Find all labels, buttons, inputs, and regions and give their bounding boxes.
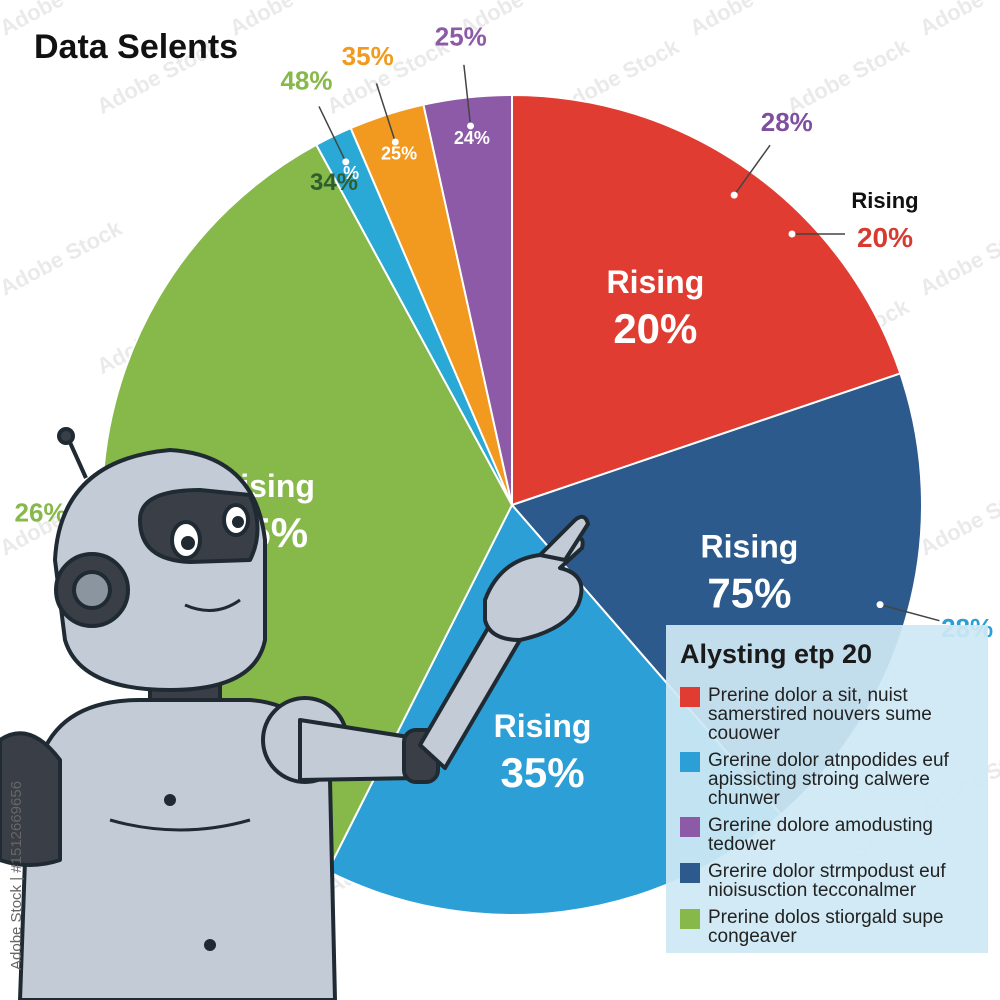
- legend-item: Grerine dolor atnpodides euf apissicting…: [680, 751, 978, 808]
- slice-inner-value: 25%: [381, 144, 417, 164]
- slice-inner-value: 20%: [613, 305, 697, 352]
- slice-labels: Rising20%28%Rising75%28%Rising35%Rising4…: [15, 21, 994, 796]
- extra-annotation: 34%: [310, 169, 358, 196]
- leader-line: [463, 64, 472, 127]
- leader-dot: [730, 191, 738, 199]
- legend-text: Prerine dolos stiorgald supe congeaver: [708, 907, 944, 947]
- watermark-text: Adobe Stock: [915, 475, 1000, 561]
- slice-outer-label: 28%: [761, 107, 813, 137]
- legend-text: Prerine dolor a sit, nuist samerstired n…: [708, 685, 932, 744]
- slice-inner-value: 75%: [707, 569, 791, 616]
- leader-dot: [467, 122, 475, 130]
- legend-text: Grerire dolor strmpodust euf nioisusctio…: [708, 861, 946, 901]
- leader-dot: [876, 601, 884, 609]
- slice-outer-label: 25%: [435, 21, 487, 51]
- slice-inner-label: Rising: [494, 708, 592, 744]
- leader-line: [733, 144, 771, 196]
- leader-dot: [788, 230, 796, 238]
- watermark-text: Adobe Stock: [0, 215, 127, 301]
- slice-inner-label: Rising: [701, 528, 799, 564]
- leader-line: [375, 83, 397, 143]
- legend-swatch: [680, 909, 700, 929]
- legend-item: Grerine dolore amodusting tedower: [680, 816, 978, 854]
- slice-outer-label: 26%: [15, 497, 67, 527]
- leader-dot: [391, 138, 399, 146]
- extra-annotation: Rising: [851, 188, 918, 213]
- legend-item: Prerine dolor a sit, nuist samerstired n…: [680, 686, 978, 743]
- legend-item: Grerire dolor strmpodust euf nioisusctio…: [680, 862, 978, 900]
- legend-swatch: [680, 817, 700, 837]
- watermark-text: Adobe Stock: [225, 0, 356, 41]
- slice-inner-value: 35%: [500, 749, 584, 796]
- legend-swatch: [680, 863, 700, 883]
- watermark-side-text: Adobe Stock | #1512669656: [8, 780, 25, 970]
- leader-line: [318, 106, 347, 163]
- slice-outer-label: 48%: [280, 66, 332, 96]
- chart-title: Data Selents: [34, 28, 239, 66]
- legend-list: Prerine dolor a sit, nuist samerstired n…: [680, 686, 978, 946]
- leader-line: [879, 603, 940, 622]
- extra-annotation: 20%: [857, 222, 913, 253]
- watermark-text: Adobe Stock: [915, 215, 1000, 301]
- watermark-text: Adobe Stock: [915, 0, 1000, 41]
- watermark-text: Adobe Stock: [685, 0, 816, 41]
- legend-item: Prerine dolos stiorgald supe congeaver: [680, 908, 978, 946]
- legend-text: Grerine dolore amodusting tedower: [708, 815, 933, 855]
- legend-panel: Alysting etp 20 Prerine dolor a sit, nui…: [666, 625, 988, 953]
- leader-dot: [342, 158, 350, 166]
- legend-swatch: [680, 752, 700, 772]
- slice-inner-value: 24%: [454, 128, 490, 148]
- legend-text: Grerine dolor atnpodides euf apissicting…: [708, 750, 949, 809]
- legend-title: Alysting etp 20: [680, 639, 873, 669]
- legend-swatch: [680, 687, 700, 707]
- robot-pointing-icon: [0, 427, 590, 1000]
- slice-inner-value: %: [343, 163, 359, 183]
- slice-inner-label: Rising: [606, 264, 704, 300]
- slice-outer-label: 35%: [342, 41, 394, 71]
